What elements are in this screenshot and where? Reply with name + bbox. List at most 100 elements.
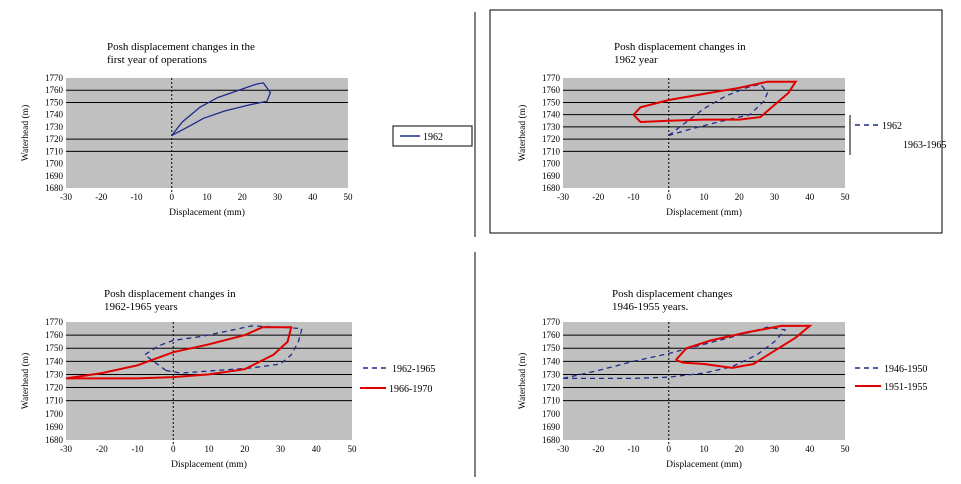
- series-line-1963-1965: [632, 80, 798, 124]
- y-tick-label: 1700: [542, 409, 561, 419]
- y-tick-label: 1700: [45, 409, 64, 419]
- x-tick-label: 20: [735, 192, 745, 202]
- y-tick-label: 1710: [45, 146, 64, 156]
- y-tick-label: 1740: [45, 356, 64, 366]
- x-tick-label: 10: [205, 444, 215, 454]
- y-tick-label: 1720: [542, 383, 561, 393]
- y-tick-label: 1730: [542, 369, 561, 379]
- y-tick-label: 1740: [542, 110, 561, 120]
- y-tick-label: 1730: [45, 369, 64, 379]
- y-tick-label: 1770: [45, 317, 64, 327]
- y-tick-label: 1750: [542, 343, 561, 353]
- chart-title: Posh displacement changes in: [614, 41, 746, 53]
- x-tick-label: -10: [628, 444, 640, 454]
- x-tick-label: 0: [667, 192, 672, 202]
- x-tick-label: -20: [592, 444, 604, 454]
- y-tick-label: 1760: [542, 330, 561, 340]
- series-line-1962: [171, 82, 272, 136]
- x-tick-label: 10: [700, 192, 710, 202]
- legend-label: 1966-1970: [389, 384, 432, 395]
- x-axis-label: Displacement (mm): [169, 207, 245, 218]
- x-tick-label: 20: [735, 444, 745, 454]
- x-tick-label: 20: [238, 192, 248, 202]
- series-line-1962: [668, 83, 769, 137]
- y-tick-label: 1770: [542, 317, 561, 327]
- x-tick-label: -20: [95, 192, 107, 202]
- legend-label: 1962: [423, 132, 443, 143]
- y-axis-label: Waterhead (m): [517, 353, 528, 409]
- legend-label: 1962: [882, 121, 902, 132]
- x-tick-label: 0: [170, 192, 175, 202]
- x-tick-label: 30: [273, 192, 283, 202]
- y-tick-label: 1720: [45, 383, 64, 393]
- series-line-1966-1970: [65, 326, 293, 380]
- y-tick-label: 1700: [45, 159, 64, 169]
- series-line-1951-1955: [675, 324, 813, 369]
- x-tick-label: -30: [557, 444, 569, 454]
- y-tick-label: 1680: [542, 435, 561, 445]
- plot-area: [563, 322, 845, 440]
- panel-frame-top-right: [489, 9, 943, 234]
- x-tick-label: 10: [203, 192, 213, 202]
- legend-label: 1946-1950: [884, 364, 927, 375]
- chart-1: -30 -20 -10 0 10 20 30 40 50 1680 1690 1700 1710 1720…: [20, 41, 473, 218]
- y-tick-label: 1740: [45, 110, 64, 120]
- y-tick-label: 1710: [542, 146, 561, 156]
- x-tick-label: 30: [770, 444, 780, 454]
- y-tick-label: 1730: [45, 122, 64, 132]
- x-tick-label: 50: [344, 192, 354, 202]
- x-tick-label: -20: [592, 192, 604, 202]
- x-tick-label: -30: [60, 444, 72, 454]
- chart-4: -30 -20 -10 0 10 20 30 40 50 1680 1690 1700 1710 1720…: [517, 288, 927, 470]
- x-tick-label: 10: [700, 444, 710, 454]
- y-tick-label: 1690: [542, 171, 561, 181]
- legend-label: 1962-1965: [392, 364, 435, 375]
- y-tick-label: 1710: [45, 396, 64, 406]
- y-tick-label: 1750: [542, 97, 561, 107]
- x-tick-label: 30: [770, 192, 780, 202]
- y-tick-label: 1680: [45, 183, 64, 193]
- y-tick-label: 1710: [542, 396, 561, 406]
- x-tick-label: 40: [805, 192, 815, 202]
- y-tick-label: 1760: [542, 85, 561, 95]
- x-tick-label: 30: [276, 444, 286, 454]
- x-tick-label: -10: [131, 192, 143, 202]
- y-tick-label: 1770: [542, 73, 561, 83]
- x-tick-label: 50: [841, 192, 851, 202]
- x-tick-label: -10: [132, 444, 144, 454]
- x-axis-label: Displacement (mm): [171, 459, 247, 470]
- x-axis-label: Displacement (mm): [666, 459, 742, 470]
- y-tick-label: 1730: [542, 122, 561, 132]
- y-tick-label: 1690: [45, 171, 64, 181]
- legend-label: 1963-1965: [903, 140, 946, 151]
- chart-title: first year of operations: [107, 54, 207, 66]
- chart-title: Posh displacement changes: [612, 288, 732, 300]
- legend-box: [392, 125, 473, 147]
- x-tick-label: 40: [308, 192, 318, 202]
- chart-title: 1962 year: [614, 54, 658, 66]
- chart-title: Posh displacement changes in: [104, 288, 236, 300]
- chart-2: -30 -20 -10 0 10 20 30 40 50 1680 1690 1700 1710 1720…: [517, 41, 946, 218]
- y-tick-label: 1760: [45, 85, 64, 95]
- y-tick-label: 1690: [45, 422, 64, 432]
- y-tick-label: 1760: [45, 330, 64, 340]
- x-tick-label: -30: [557, 192, 569, 202]
- plot-area: [66, 78, 348, 188]
- x-tick-label: -30: [60, 192, 72, 202]
- x-tick-label: 40: [805, 444, 815, 454]
- chart-title: 1946-1955 years.: [612, 301, 689, 313]
- y-tick-label: 1690: [542, 422, 561, 432]
- x-tick-label: -10: [628, 192, 640, 202]
- legend-label: 1951-1955: [884, 382, 927, 393]
- y-tick-label: 1750: [45, 343, 64, 353]
- y-tick-label: 1770: [45, 73, 64, 83]
- y-tick-label: 1740: [542, 356, 561, 366]
- chart-3: -30 -20 -10 0 10 20 30 40 50 1680 1690 1700 1710 1720…: [20, 288, 435, 470]
- x-tick-label: 0: [171, 444, 176, 454]
- x-tick-label: 0: [667, 444, 672, 454]
- x-tick-label: -20: [96, 444, 108, 454]
- x-tick-label: 50: [348, 444, 358, 454]
- y-tick-label: 1750: [45, 97, 64, 107]
